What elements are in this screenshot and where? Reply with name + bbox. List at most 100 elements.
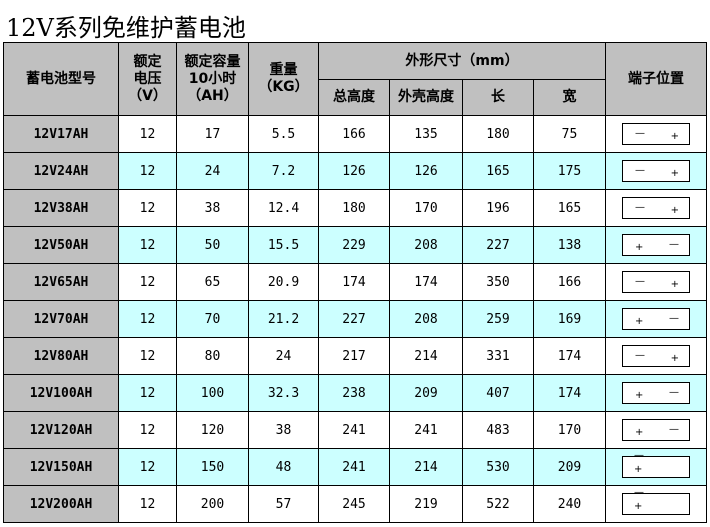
header-width: 宽 bbox=[533, 79, 606, 116]
header-terminal: 端子位置 bbox=[605, 42, 707, 116]
negative-terminal-icon: — bbox=[635, 128, 645, 139]
negative-terminal-icon: — bbox=[634, 487, 644, 498]
cell-v: 12 bbox=[118, 263, 177, 301]
cell-v: 12 bbox=[118, 374, 177, 412]
cell-kg: 38 bbox=[248, 411, 319, 449]
cell-th: 126 bbox=[318, 152, 390, 190]
table-row: 12V120AH 12 120 38 241 241 483 170— + bbox=[3, 411, 707, 449]
cell-kg: 5.5 bbox=[248, 115, 319, 153]
cell-w: 165 bbox=[533, 189, 606, 227]
table-row: 12V65AH 12 65 20.9 174 174 350 166— + bbox=[3, 263, 707, 301]
terminal-diagram: — + bbox=[622, 197, 690, 219]
cell-ch: 208 bbox=[389, 226, 463, 264]
table-row: 12V38AH 12 38 12.4 180 170 196 165— + bbox=[3, 189, 707, 227]
positive-terminal-icon: + bbox=[670, 353, 679, 364]
positive-terminal-icon: + bbox=[635, 390, 644, 401]
cell-l: 522 bbox=[462, 485, 534, 523]
cell-l: 180 bbox=[462, 115, 534, 153]
cell-w: 138 bbox=[533, 226, 606, 264]
cell-terminal: — + bbox=[605, 411, 707, 449]
negative-terminal-icon: — bbox=[635, 165, 645, 176]
table-row: 12V80AH 12 80 24 217 214 331 174— + bbox=[3, 337, 707, 375]
cell-model: 12V24AH bbox=[3, 152, 119, 190]
cell-ah: 50 bbox=[176, 226, 249, 264]
cell-terminal: — + bbox=[605, 115, 707, 153]
negative-terminal-icon: — bbox=[669, 313, 679, 324]
cell-l: 165 bbox=[462, 152, 534, 190]
cell-kg: 48 bbox=[248, 448, 319, 486]
cell-ah: 17 bbox=[176, 115, 249, 153]
cell-l: 483 bbox=[462, 411, 534, 449]
cell-ch: 208 bbox=[389, 300, 463, 338]
header-total-height: 总高度 bbox=[318, 79, 390, 116]
cell-v: 12 bbox=[118, 115, 177, 153]
cell-kg: 24 bbox=[248, 337, 319, 375]
cell-kg: 15.5 bbox=[248, 226, 319, 264]
positive-terminal-icon: + bbox=[635, 427, 644, 438]
positive-terminal-icon: + bbox=[635, 316, 644, 327]
cell-ch: 174 bbox=[389, 263, 463, 301]
negative-terminal-icon: — bbox=[669, 387, 679, 398]
cell-v: 12 bbox=[118, 226, 177, 264]
cell-terminal: — + bbox=[605, 337, 707, 375]
cell-l: 196 bbox=[462, 189, 534, 227]
cell-w: 170 bbox=[533, 411, 606, 449]
table-row: 12V100AH 12 100 32.3 238 209 407 174— + bbox=[3, 374, 707, 412]
cell-v: 12 bbox=[118, 485, 177, 523]
cell-w: 166 bbox=[533, 263, 606, 301]
terminal-diagram: — + bbox=[622, 345, 690, 367]
cell-th: 238 bbox=[318, 374, 390, 412]
cell-model: 12V65AH bbox=[3, 263, 119, 301]
cell-v: 12 bbox=[118, 411, 177, 449]
cell-th: 174 bbox=[318, 263, 390, 301]
cell-v: 12 bbox=[118, 152, 177, 190]
negative-terminal-icon: — bbox=[635, 350, 645, 361]
negative-terminal-icon: — bbox=[634, 450, 644, 461]
cell-ah: 150 bbox=[176, 448, 249, 486]
cell-terminal: — + bbox=[605, 189, 707, 227]
positive-terminal-icon: + bbox=[635, 242, 644, 253]
terminal-diagram: — + bbox=[622, 419, 690, 441]
cell-ch: 214 bbox=[389, 337, 463, 375]
cell-w: 169 bbox=[533, 300, 606, 338]
cell-l: 407 bbox=[462, 374, 534, 412]
battery-spec-table: 蓄电池型号 额定 电压 （V） 额定容量 10小时 （AH） 重量 （KG） 外形尺寸（m… bbox=[3, 42, 707, 523]
cell-v: 12 bbox=[118, 337, 177, 375]
cell-ah: 80 bbox=[176, 337, 249, 375]
table-row: 12V50AH 12 50 15.5 229 208 227 138— + bbox=[3, 226, 707, 264]
cell-model: 12V80AH bbox=[3, 337, 119, 375]
negative-terminal-icon: — bbox=[635, 202, 645, 213]
cell-model: 12V70AH bbox=[3, 300, 119, 338]
cell-terminal: — + bbox=[605, 152, 707, 190]
cell-w: 174 bbox=[533, 337, 606, 375]
cell-ah: 24 bbox=[176, 152, 249, 190]
cell-ch: 170 bbox=[389, 189, 463, 227]
positive-terminal-icon: + bbox=[634, 464, 643, 475]
cell-l: 350 bbox=[462, 263, 534, 301]
terminal-diagram: — + bbox=[622, 308, 690, 330]
cell-kg: 20.9 bbox=[248, 263, 319, 301]
cell-l: 530 bbox=[462, 448, 534, 486]
page-title: 12V系列免维护蓄电池 bbox=[6, 14, 246, 42]
header-model: 蓄电池型号 bbox=[3, 42, 119, 116]
cell-kg: 21.2 bbox=[248, 300, 319, 338]
terminal-diagram: — + bbox=[622, 451, 690, 478]
cell-terminal: — + bbox=[605, 226, 707, 264]
table-row: 12V70AH 12 70 21.2 227 208 259 169— + bbox=[3, 300, 707, 338]
cell-kg: 12.4 bbox=[248, 189, 319, 227]
table-row: 12V150AH 12 150 48 241 214 530 209— + bbox=[3, 448, 707, 486]
cell-th: 245 bbox=[318, 485, 390, 523]
cell-w: 75 bbox=[533, 115, 606, 153]
terminal-diagram: — + bbox=[622, 160, 690, 182]
table-row: 12V17AH 12 17 5.5 166 135 180 75— + bbox=[3, 115, 707, 153]
cell-v: 12 bbox=[118, 448, 177, 486]
terminal-diagram: — + bbox=[622, 271, 690, 293]
cell-ah: 120 bbox=[176, 411, 249, 449]
header-weight: 重量 （KG） bbox=[248, 42, 319, 116]
cell-th: 227 bbox=[318, 300, 390, 338]
header-length: 长 bbox=[462, 79, 534, 116]
cell-w: 174 bbox=[533, 374, 606, 412]
cell-ch: 219 bbox=[389, 485, 463, 523]
positive-terminal-icon: + bbox=[670, 131, 679, 142]
cell-th: 217 bbox=[318, 337, 390, 375]
